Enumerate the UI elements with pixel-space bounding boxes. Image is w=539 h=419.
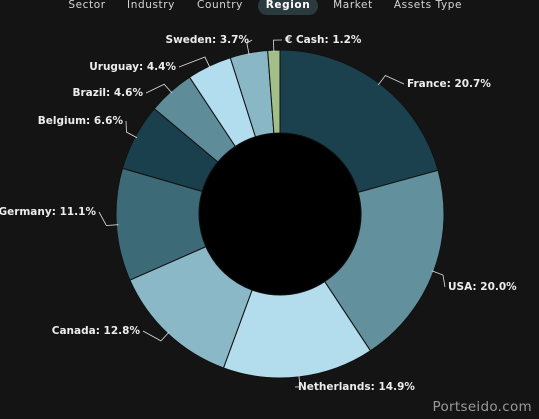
breakdown-tabs: Sector Industry Country Region Market As… [0,0,539,15]
label-germany: Germany: 11.1% [0,206,96,218]
label-leaders [98,39,446,388]
tab-sector[interactable]: Sector [68,0,106,11]
slice-usa[interactable] [323,169,445,352]
leader-germany [98,211,119,226]
tab-assets-type[interactable]: Assets Type [393,0,463,11]
label-france: France: 20.7% [407,78,491,90]
watermark: Portseido.com [432,399,532,415]
leader-sweden [246,39,253,56]
leader-brazil [145,83,173,94]
leader-cash [273,39,283,53]
label-sweden: Sweden: 3.7% [166,34,250,46]
label-netherlands: Netherlands: 14.9% [298,381,415,393]
leader-france [377,75,405,86]
donut-hole [199,133,361,295]
slice-labels: France: 20.7% USA: 20.0% Netherlands: 14.9… [0,34,517,393]
slice-france[interactable] [279,49,439,193]
label-brazil: Brazil: 4.6% [72,87,143,99]
tab-region[interactable]: Region [258,0,318,15]
label-uruguay: Uruguay: 4.4% [89,61,176,73]
label-usa: USA: 20.0% [448,281,517,293]
tab-market[interactable]: Market [333,0,373,11]
leader-netherlands [294,374,301,388]
slice-cash[interactable] [267,49,281,134]
tab-country[interactable]: Country [197,0,243,11]
leader-uruguay [178,56,211,69]
label-canada: Canada: 12.8% [52,325,141,337]
leader-canada [142,330,170,342]
leader-belgium [125,120,138,139]
leader-usa [431,270,446,288]
donut-slices [115,49,445,379]
tab-industry[interactable]: Industry [127,0,175,11]
label-cash: € Cash: 1.2% [284,34,362,46]
label-belgium: Belgium: 6.6% [38,115,124,127]
